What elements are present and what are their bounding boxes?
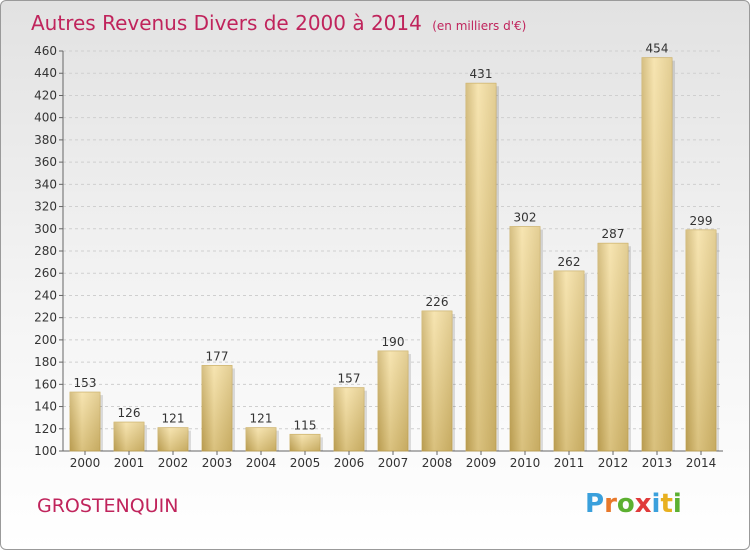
bar-shade: [246, 427, 276, 451]
bar-shade: [334, 387, 364, 451]
bar-value-label: 299: [690, 214, 713, 228]
bar-shade: [510, 226, 540, 451]
x-tick-label: 2005: [290, 456, 321, 470]
y-tick-label: 320: [34, 200, 57, 214]
logo-letter: o: [616, 489, 635, 519]
bar-value-label: 226: [426, 295, 449, 309]
bar-shade: [642, 57, 672, 452]
bar-value-label: 177: [206, 349, 229, 363]
logo-letter: i: [672, 489, 682, 519]
bar-value-label: 121: [162, 412, 185, 426]
proxiti-logo: Proxiti: [585, 489, 682, 519]
logo-letter: x: [634, 489, 652, 519]
bar-shade: [158, 427, 188, 451]
x-tick-label: 2009: [466, 456, 497, 470]
y-tick-label: 160: [34, 377, 57, 391]
x-tick-label: 2013: [642, 456, 673, 470]
bar-shade: [378, 351, 408, 451]
y-tick-label: 140: [34, 400, 57, 414]
y-tick-label: 100: [34, 444, 57, 458]
bar-shade: [554, 271, 584, 451]
bar-value-label: 115: [294, 418, 317, 432]
y-tick-label: 460: [34, 44, 57, 58]
bar-shade: [114, 422, 144, 451]
bar-shade: [686, 229, 716, 451]
y-tick-label: 200: [34, 333, 57, 347]
x-tick-label: 2004: [246, 456, 277, 470]
bar-value-label: 153: [74, 376, 97, 390]
y-tick-label: 440: [34, 66, 57, 80]
y-tick-label: 240: [34, 288, 57, 302]
x-tick-label: 2011: [554, 456, 585, 470]
x-tick-label: 2006: [334, 456, 365, 470]
y-tick-label: 380: [34, 133, 57, 147]
x-tick-label: 2012: [598, 456, 629, 470]
y-tick-label: 180: [34, 355, 57, 369]
bar-shade: [70, 392, 100, 451]
chart-title-text: Autres Revenus Divers de 2000 à 2014: [31, 11, 422, 35]
y-tick-label: 360: [34, 155, 57, 169]
bar-shade: [290, 434, 320, 451]
logo-letter: i: [651, 489, 661, 519]
bar-shade: [422, 311, 452, 451]
bar-value-label: 302: [514, 211, 537, 225]
y-tick-label: 400: [34, 111, 57, 125]
bar-value-label: 157: [338, 372, 361, 386]
x-tick-label: 2000: [70, 456, 101, 470]
bar-value-label: 431: [470, 67, 493, 81]
x-tick-label: 2014: [686, 456, 717, 470]
x-tick-label: 2010: [510, 456, 541, 470]
logo-letter: t: [660, 489, 673, 519]
bar-value-label: 190: [382, 335, 405, 349]
logo-letter: r: [604, 489, 617, 519]
x-tick-label: 2008: [422, 456, 453, 470]
bar-shade: [466, 83, 496, 451]
y-tick-label: 280: [34, 244, 57, 258]
y-tick-label: 300: [34, 222, 57, 236]
bar-value-label: 126: [118, 406, 141, 420]
y-tick-label: 220: [34, 311, 57, 325]
commune-name: GROSTENQUIN: [37, 495, 179, 517]
x-tick-label: 2002: [158, 456, 189, 470]
x-tick-label: 2001: [114, 456, 145, 470]
y-tick-label: 120: [34, 422, 57, 436]
logo-letter: P: [585, 489, 605, 519]
bar-value-label: 121: [250, 412, 273, 426]
chart-subtitle: (en milliers d'€): [432, 19, 527, 33]
bar-shade: [202, 365, 232, 451]
x-tick-label: 2007: [378, 456, 409, 470]
bar-value-label: 262: [558, 255, 581, 269]
chart-title: Autres Revenus Divers de 2000 à 2014 (en…: [31, 11, 526, 35]
bar-value-label: 287: [602, 227, 625, 241]
y-tick-label: 340: [34, 177, 57, 191]
bar-shade: [598, 243, 628, 451]
y-tick-label: 420: [34, 88, 57, 102]
x-tick-label: 2003: [202, 456, 233, 470]
y-tick-label: 260: [34, 266, 57, 280]
bar-value-label: 454: [646, 42, 669, 56]
